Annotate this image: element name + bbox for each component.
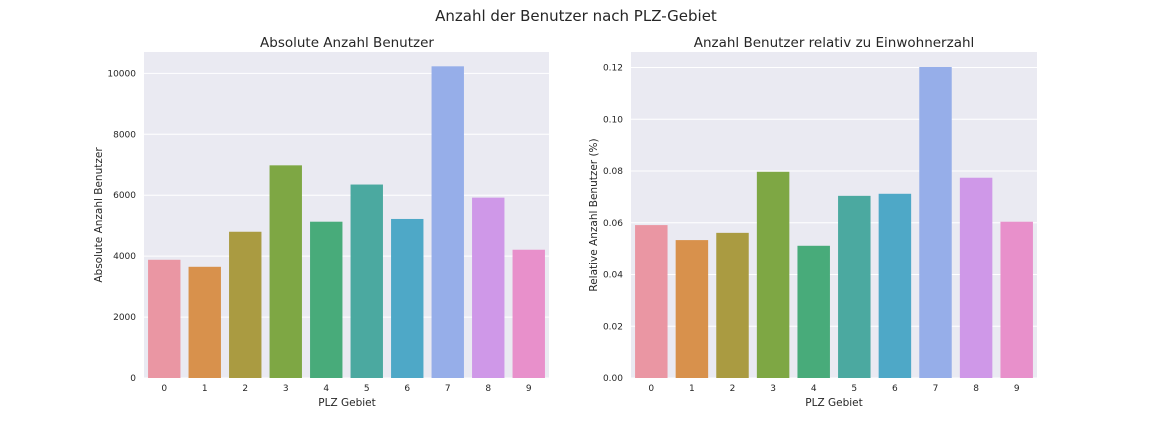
bar-plz-2: [229, 231, 262, 378]
x-tick-label: 8: [973, 384, 979, 394]
bar-plz-3: [756, 171, 790, 378]
x-tick-label: 5: [851, 384, 857, 394]
y-tick-label: 0.04: [603, 271, 623, 281]
bar-plz-0: [635, 225, 668, 378]
figure-title: Anzahl der Benutzer nach PLZ-Gebiet: [435, 7, 717, 25]
bar-plz-3: [269, 165, 302, 378]
y-axis-label: Relative Anzahl Benutzer (%): [588, 138, 600, 291]
y-tick-label: 0.12: [603, 64, 623, 74]
x-tick-label: 9: [1014, 384, 1020, 394]
x-tick-label: 2: [730, 384, 736, 394]
bar-plz-9: [1000, 221, 1033, 378]
bar-plz-5: [350, 184, 383, 378]
x-tick-label: 3: [283, 384, 289, 394]
tick-labels: 0 2000 4000 6000 8000 10000 0 1 2 3 4 5 6 7 8 9: [107, 69, 532, 394]
y-tick-label: 6000: [113, 191, 136, 201]
x-tick-label: 2: [242, 384, 248, 394]
bar-plz-1: [188, 266, 221, 378]
y-tick-label: 4000: [113, 252, 136, 262]
x-tick-label: 5: [364, 384, 370, 394]
y-tick-label: 0.02: [603, 322, 623, 332]
y-tick-label: 10000: [107, 69, 136, 79]
x-tick-label: 1: [689, 384, 695, 394]
x-axis-label: PLZ Gebiet: [805, 397, 862, 409]
y-tick-label: 2000: [113, 313, 136, 323]
chart-title: Absolute Anzahl Benutzer: [260, 35, 434, 51]
chart-title: Anzahl Benutzer relativ zu Einwohnerzahl: [694, 35, 975, 51]
x-axis-label: PLZ Gebiet: [318, 397, 375, 409]
x-tick-label: 0: [648, 384, 654, 394]
chart-relative-users: Anzahl Benutzer relativ zu Einwohnerzahl…: [588, 35, 1037, 409]
x-tick-label: 7: [933, 384, 939, 394]
y-tick-label: 0.00: [603, 374, 623, 384]
bar-plz-4: [797, 245, 830, 378]
y-tick-label: 0.10: [603, 115, 623, 125]
bar-plz-6: [878, 193, 912, 378]
bar-plz-7: [431, 66, 464, 378]
x-tick-label: 4: [811, 384, 817, 394]
bar-plz-1: [675, 240, 709, 378]
bars: [635, 67, 1033, 378]
bars: [148, 66, 545, 378]
y-axis-label: Absolute Anzahl Benutzer: [93, 147, 105, 283]
bar-plz-4: [310, 221, 343, 378]
x-tick-label: 6: [404, 384, 410, 394]
y-tick-label: 0: [130, 374, 136, 384]
x-tick-label: 1: [202, 384, 208, 394]
x-tick-label: 4: [323, 384, 329, 394]
bar-plz-0: [148, 259, 181, 378]
x-tick-label: 7: [445, 384, 451, 394]
x-tick-label: 8: [485, 384, 491, 394]
bar-plz-7: [919, 67, 952, 378]
x-tick-label: 3: [770, 384, 776, 394]
y-tick-label: 8000: [113, 130, 136, 140]
y-tick-label: 0.06: [603, 219, 623, 229]
bar-plz-8: [959, 177, 993, 378]
bar-plz-5: [838, 195, 871, 378]
x-tick-label: 0: [161, 384, 167, 394]
tick-labels: 0.00 0.02 0.04 0.06 0.08 0.10 0.12 0 1 2 3 4 5 6 7 8 9: [603, 64, 1020, 394]
bar-plz-8: [472, 197, 505, 378]
bar-plz-9: [512, 249, 545, 378]
chart-absolute-users: Absolute Anzahl Benutzer PLZ Gebiet Abso…: [93, 35, 549, 409]
x-tick-label: 9: [526, 384, 532, 394]
bar-plz-6: [391, 218, 424, 378]
x-tick-label: 6: [892, 384, 898, 394]
bar-plz-2: [716, 232, 749, 378]
y-tick-label: 0.08: [603, 167, 623, 177]
